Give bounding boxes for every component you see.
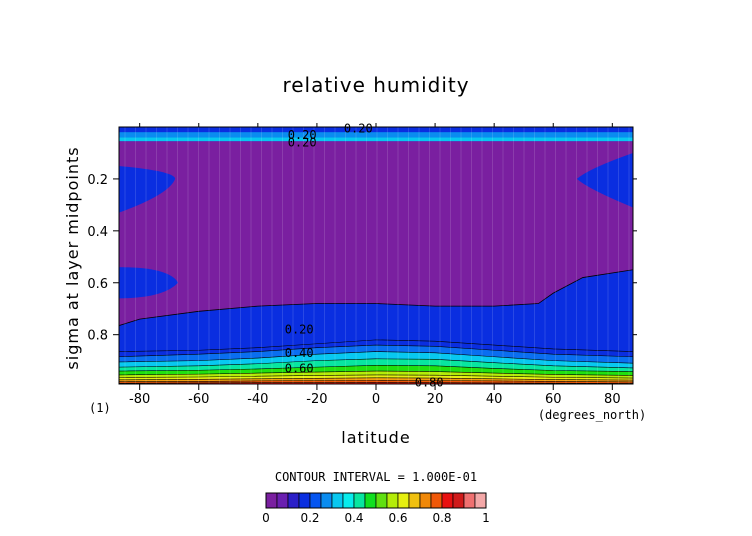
x-tick-label: -80 <box>129 392 150 407</box>
colorbar-cell <box>320 492 333 509</box>
x-tick-label: 60 <box>545 392 562 407</box>
colorbar-cell <box>408 492 421 509</box>
colorbar-cell <box>441 492 454 509</box>
colorbar-cell <box>287 492 300 509</box>
panel-label: (1) <box>89 401 111 415</box>
colorbar-tick-label: 0.6 <box>388 511 407 525</box>
contour-label-2: 0.20 <box>288 136 317 150</box>
colorbar-cell <box>309 492 322 509</box>
y-tick-label: 0.2 <box>87 173 108 188</box>
plot-fills <box>119 127 633 384</box>
colorbar-tick-label: 0.2 <box>300 511 319 525</box>
colorbar-cell <box>419 492 432 509</box>
colorbar-cell <box>386 492 399 509</box>
colorbar-cell <box>375 492 388 509</box>
colorbar-cell <box>353 492 366 509</box>
colorbar-frame <box>265 492 487 509</box>
upper-band-0 <box>119 127 633 133</box>
colorbar-cell <box>452 492 465 509</box>
x-tick-label: -40 <box>247 392 268 407</box>
fill-dry-region <box>119 141 633 326</box>
colorbar-cell <box>342 492 355 509</box>
contour-label-6: 0.80 <box>415 376 444 390</box>
colorbar-tick-label: 0.8 <box>432 511 451 525</box>
x-tick-label: 80 <box>604 392 621 407</box>
colorbar-tick-label: 0 <box>262 511 270 525</box>
colorbar-cell <box>276 492 289 509</box>
colorbar-cell <box>430 492 443 509</box>
colorbar-cell <box>265 492 278 509</box>
colorbar-cell <box>364 492 377 509</box>
y-tick-label: 0.4 <box>87 225 108 240</box>
x-tick-label: 20 <box>427 392 444 407</box>
y-tick-label: 0.8 <box>87 329 108 344</box>
x-tick-label: -60 <box>188 392 209 407</box>
x-axis-label: latitude <box>341 428 410 447</box>
contour-label-4: 0.40 <box>285 346 314 360</box>
y-tick-label: 0.6 <box>87 277 108 292</box>
x-tick-label: 0 <box>372 392 380 407</box>
colorbar-cell <box>298 492 311 509</box>
colorbar-tick-label: 1 <box>482 511 490 525</box>
contour-label-5: 0.60 <box>285 361 314 375</box>
contour-interval-text: CONTOUR INTERVAL = 1.000E-01 <box>275 470 477 484</box>
upper-band-1 <box>119 132 633 138</box>
fill-east-notch <box>576 152 633 208</box>
x-tick-label: 40 <box>486 392 503 407</box>
y-axis-label: sigma at layer midpoints <box>63 146 82 369</box>
x-tick-label: -20 <box>306 392 327 407</box>
contour-label-3: 0.20 <box>285 322 314 336</box>
colorbar-cell <box>331 492 344 509</box>
colorbar-cell <box>463 492 476 509</box>
plot-area <box>119 127 633 384</box>
contour-dry-edge <box>119 269 633 326</box>
contour-labels: 0.200.200.200.200.400.600.80 <box>285 121 444 389</box>
colorbar-cell <box>397 492 410 509</box>
chart-title: relative humidity <box>282 73 469 97</box>
colorbar-tick-label: 0.4 <box>344 511 363 525</box>
fill-west-notch <box>119 165 176 213</box>
upper-band-2 <box>119 137 633 142</box>
contour-label-0: 0.20 <box>344 121 373 135</box>
contour-label-1: 0.20 <box>288 128 317 142</box>
axes: -80 -60 -40 -20 0 20 40 60 80 0.2 0.4 0.6 0.8 <box>87 123 637 407</box>
x-axis-unit: (degrees_north) <box>538 408 646 422</box>
colorbar-cell <box>474 492 487 509</box>
colorbar: 0 0.2 0.4 0.6 0.8 1 <box>262 492 490 525</box>
fill-south-notch <box>119 267 179 299</box>
